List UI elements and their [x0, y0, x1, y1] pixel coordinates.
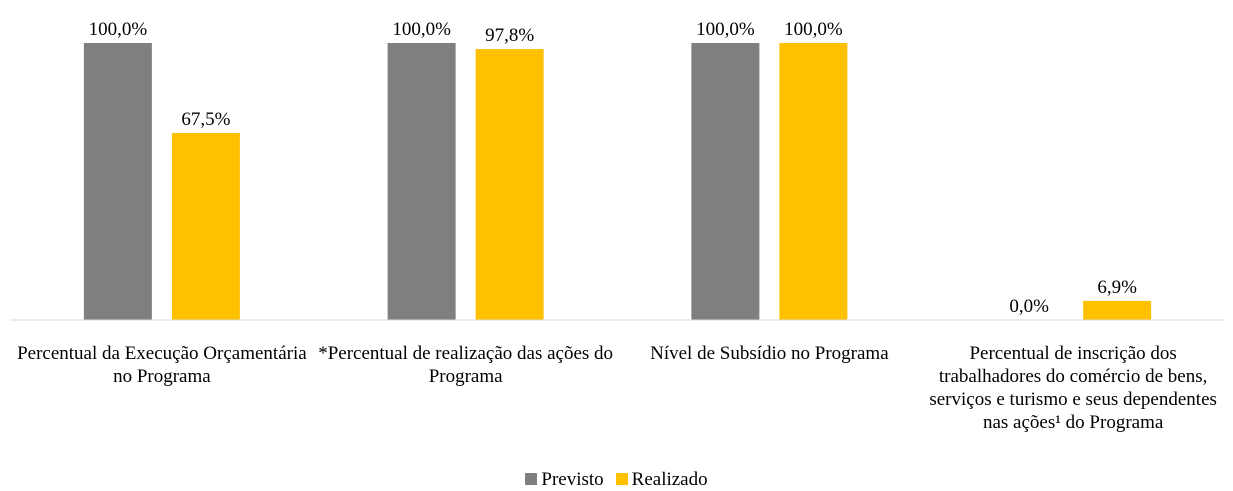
bar	[83, 43, 152, 320]
value-label: 100,0%	[392, 19, 451, 40]
bar	[779, 43, 848, 320]
value-label: 100,0%	[696, 19, 755, 40]
bar	[171, 133, 240, 320]
x-tick-label: Percentual da Execução Orçamentária no P…	[17, 343, 307, 387]
legend-label: Realizado	[631, 469, 708, 490]
legend-swatch	[525, 473, 538, 485]
x-tick-label: *Percentual de realização das ações do P…	[318, 343, 614, 387]
legend-entry: Realizado	[615, 468, 708, 491]
bar	[387, 43, 456, 320]
x-tick-label: Nível de Subsídio no Programa	[650, 343, 889, 364]
legend-entry: Previsto	[525, 468, 604, 491]
legend: Previsto Realizado	[0, 468, 1233, 491]
value-label: 6,9%	[1097, 277, 1137, 298]
x-tick-label: Percentual de inscrição dos trabalhadore…	[929, 343, 1217, 433]
value-label: 100,0%	[784, 19, 843, 40]
value-label: 0,0%	[1009, 296, 1049, 317]
value-label: 100,0%	[89, 19, 148, 40]
bar	[1083, 300, 1152, 320]
bar	[475, 49, 544, 321]
bar	[691, 43, 760, 320]
legend-label: Previsto	[541, 469, 604, 490]
value-label: 67,5%	[181, 109, 230, 130]
legend-swatch	[615, 473, 628, 485]
value-label: 97,8%	[485, 25, 534, 46]
